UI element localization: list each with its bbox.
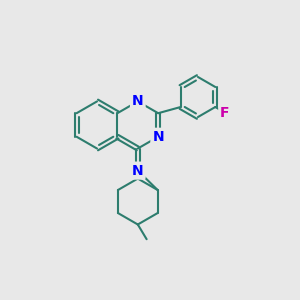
Text: F: F [220,106,230,120]
Text: N: N [152,130,164,144]
Text: N: N [132,164,144,178]
Text: N: N [132,94,144,108]
